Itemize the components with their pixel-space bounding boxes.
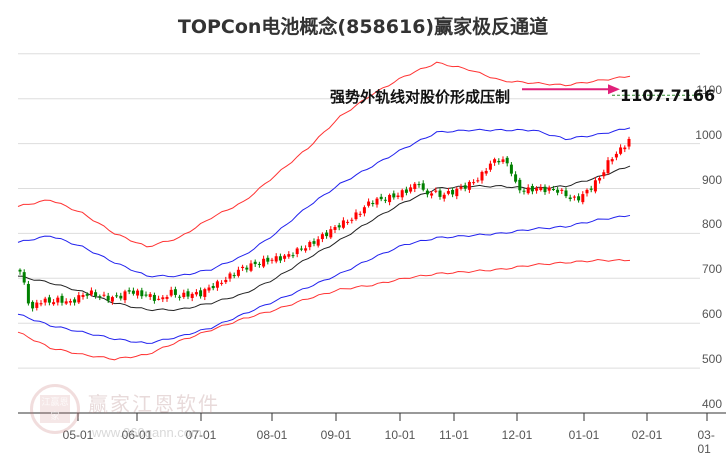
x-axis-label: 01-01 bbox=[568, 428, 600, 442]
gridlines bbox=[18, 53, 700, 369]
y-axis-label: 400 bbox=[701, 397, 722, 411]
y-axis-label: 1100 bbox=[696, 82, 722, 97]
x-axis-label: 03-01 bbox=[697, 428, 715, 456]
y-axis-label: 800 bbox=[701, 217, 722, 232]
x-axis-label: 08-01 bbox=[256, 428, 288, 442]
y-axis-label: 900 bbox=[701, 172, 722, 187]
x-axis-ticks bbox=[77, 413, 708, 421]
x-axis-label: 12-01 bbox=[501, 428, 533, 442]
band-outer_upper bbox=[17, 61, 631, 248]
price-label: 1107.7166 bbox=[620, 86, 716, 105]
candlesticks bbox=[18, 136, 631, 312]
watermark-url: www.360gann.com bbox=[92, 425, 202, 440]
channel-bands bbox=[17, 61, 631, 361]
annotation-arrow bbox=[522, 84, 700, 96]
annotation-text: 强势外轨线对股价形成压制 bbox=[330, 88, 511, 106]
x-axis-label: 07-01 bbox=[185, 428, 217, 442]
watermark-logo-icon: 江赢恩家 bbox=[30, 384, 80, 434]
x-axis-label: 02-01 bbox=[631, 428, 663, 442]
y-axis-label: 1000 bbox=[695, 127, 722, 142]
x-axis-label: 10-01 bbox=[384, 428, 416, 442]
band-inner_upper bbox=[17, 127, 631, 278]
x-axis-label: 09-01 bbox=[320, 428, 352, 442]
band-inner_lower bbox=[17, 214, 631, 344]
chart-title: TOPCon电池概念(858616)赢家极反通道 bbox=[177, 16, 549, 38]
watermark-brand: 赢家江恩软件 bbox=[88, 392, 220, 416]
y-axis-label: 600 bbox=[701, 307, 722, 322]
x-axis-label: 11-01 bbox=[439, 428, 469, 442]
x-axis-label: 05-01 bbox=[62, 428, 94, 442]
band-mid_line bbox=[17, 165, 631, 312]
x-axis-label: 06-01 bbox=[121, 428, 153, 442]
watermark-logo-text: 江赢恩家 bbox=[40, 395, 70, 423]
y-axis-label: 500 bbox=[701, 352, 722, 367]
y-axis-label: 700 bbox=[701, 262, 722, 277]
band-outer_lower bbox=[17, 258, 631, 361]
